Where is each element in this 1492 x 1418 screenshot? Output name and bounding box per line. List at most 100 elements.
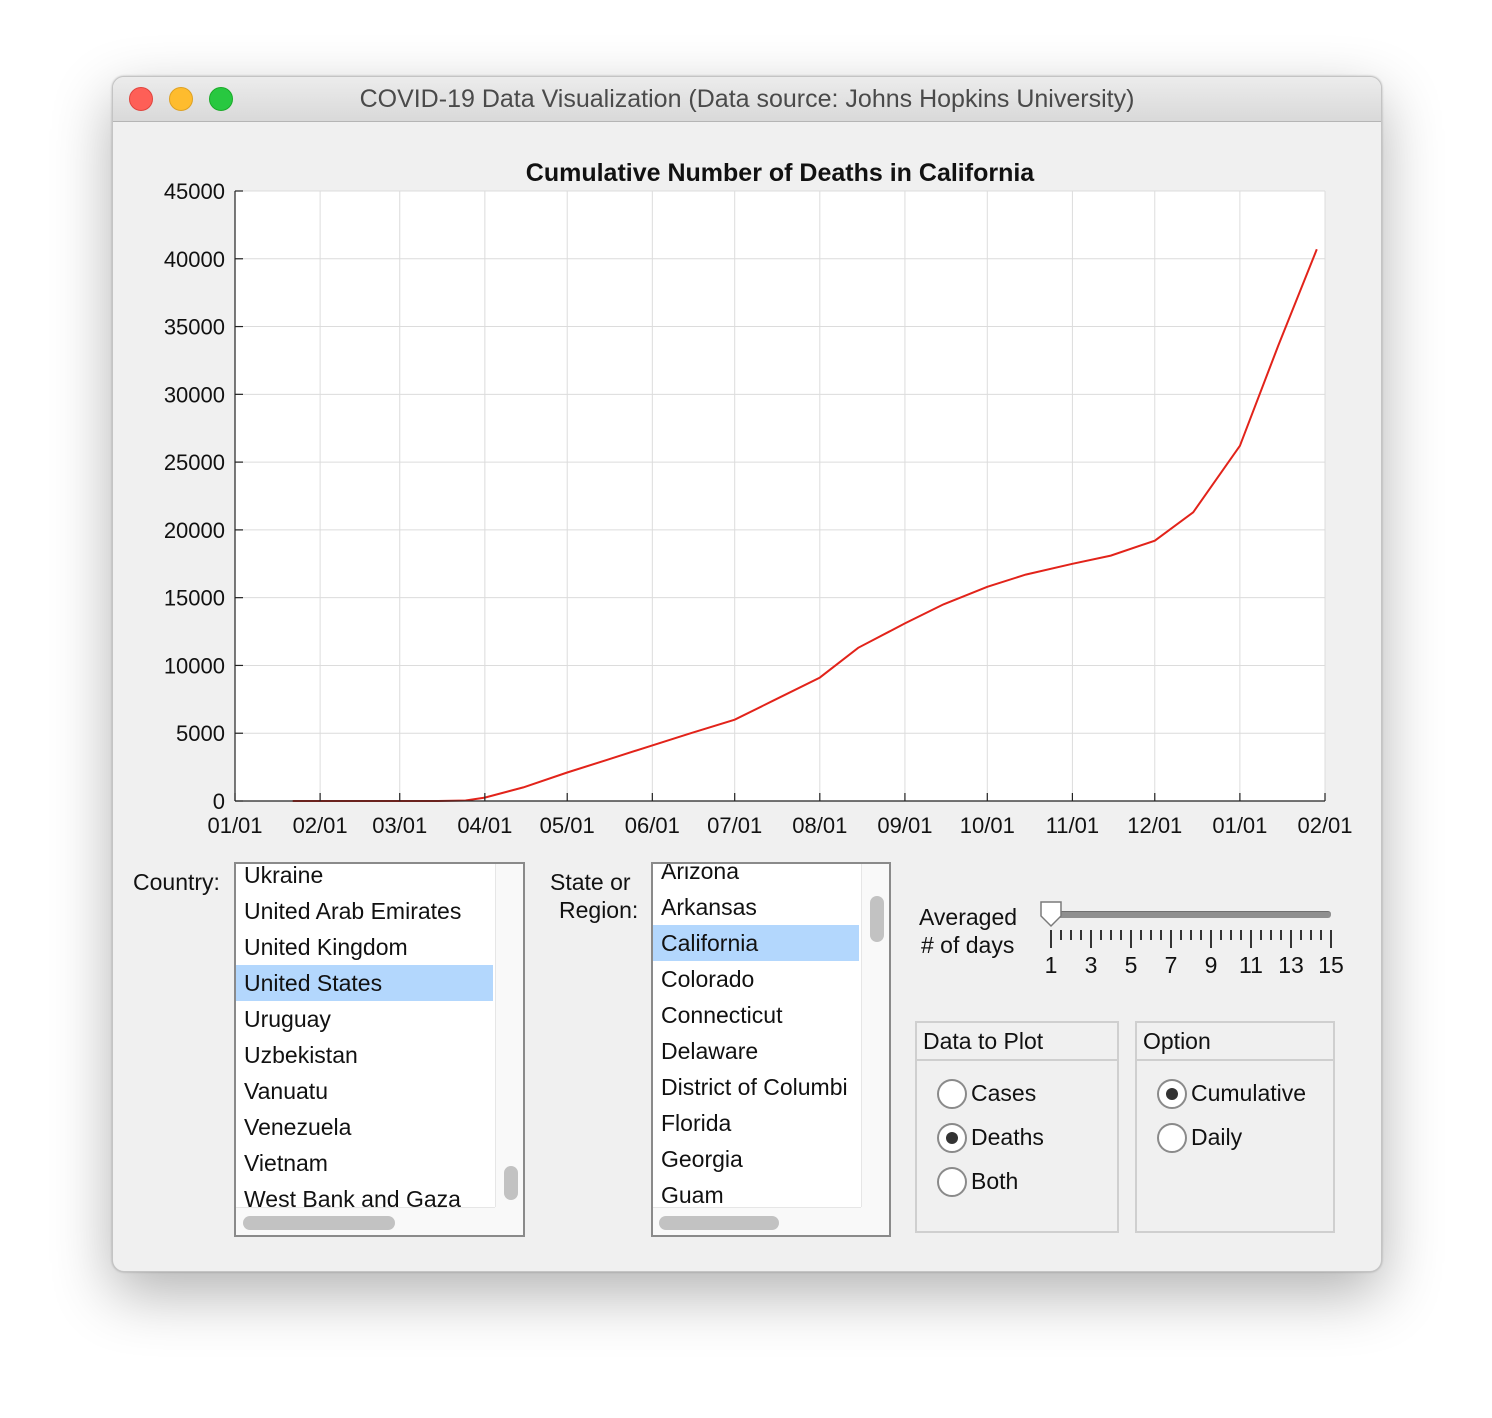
country-horizontal-scroll-thumb[interactable] xyxy=(243,1216,395,1230)
days-slider-thumb[interactable] xyxy=(1039,900,1063,928)
slider-tick xyxy=(1200,930,1202,940)
slider-tick xyxy=(1320,930,1322,940)
slider-tick xyxy=(1220,930,1222,940)
slider-tick xyxy=(1300,930,1302,940)
minimize-window-button[interactable] xyxy=(169,87,193,111)
radio-button-circle[interactable] xyxy=(1157,1079,1187,1109)
slider-tick xyxy=(1280,930,1282,940)
radio-deaths[interactable]: Deaths xyxy=(937,1123,1107,1153)
slider-tick xyxy=(1190,930,1192,940)
days-slider-track[interactable] xyxy=(1049,911,1331,918)
close-window-button[interactable] xyxy=(129,87,153,111)
radio-cases[interactable]: Cases xyxy=(937,1079,1107,1109)
radio-button-circle[interactable] xyxy=(937,1079,967,1109)
list-item[interactable]: Arkansas xyxy=(661,894,757,920)
list-item[interactable]: United Arab Emirates xyxy=(244,898,462,924)
state-vertical-scrollbar[interactable] xyxy=(861,864,889,1207)
title-bar: COVID-19 Data Visualization (Data source… xyxy=(113,77,1381,122)
slider-tick-label: 7 xyxy=(1164,952,1178,978)
state-label-line2: Region: xyxy=(559,897,639,923)
slider-tick xyxy=(1050,930,1052,948)
option-group: Option Cumulative Daily xyxy=(1135,1021,1335,1233)
slider-tick xyxy=(1250,930,1252,948)
chart-title: Cumulative Number of Deaths in Californi… xyxy=(526,159,1036,187)
list-item[interactable]: California xyxy=(653,925,859,961)
slider-tick xyxy=(1230,930,1232,940)
state-label-line1: State or xyxy=(550,869,631,895)
slider-tick xyxy=(1070,930,1072,940)
list-item[interactable]: Delaware xyxy=(661,1038,759,1064)
slider-label-line1: Averaged xyxy=(919,904,1018,930)
list-item[interactable]: Georgia xyxy=(661,1146,743,1172)
y-tick-label: 20000 xyxy=(164,518,225,543)
state-listbox[interactable]: Guam Georgia Florida District of Columbi Del… xyxy=(651,862,891,1237)
list-item[interactable]: Arizona xyxy=(661,862,739,884)
list-item[interactable]: Ukraine xyxy=(244,862,324,888)
slider-tick-label: 3 xyxy=(1084,952,1098,978)
slider-tick-label: 5 xyxy=(1124,952,1138,978)
x-tick-label: 12/01 xyxy=(1127,813,1182,838)
x-tick-label: 01/01 xyxy=(207,813,262,838)
radio-daily[interactable]: Daily xyxy=(1157,1123,1327,1153)
country-vertical-scrollbar[interactable] xyxy=(495,864,523,1207)
app-window: COVID-19 Data Visualization (Data source… xyxy=(112,76,1382,1272)
x-tick-label: 02/01 xyxy=(1297,813,1352,838)
radio-cumulative[interactable]: Cumulative xyxy=(1157,1079,1327,1109)
slider-tick xyxy=(1100,930,1102,940)
list-item[interactable]: Connecticut xyxy=(661,1002,783,1028)
x-tick-label: 03/01 xyxy=(372,813,427,838)
slider-tick xyxy=(1170,930,1172,948)
state-horizontal-scrollbar[interactable] xyxy=(653,1207,861,1235)
x-tick-label: 10/01 xyxy=(960,813,1015,838)
slider-tick-label: 9 xyxy=(1204,952,1218,978)
radio-button-circle[interactable] xyxy=(1157,1123,1187,1153)
list-item[interactable]: Guam xyxy=(661,1182,724,1208)
list-item[interactable]: Colorado xyxy=(661,966,755,992)
state-horizontal-scroll-thumb[interactable] xyxy=(659,1216,779,1230)
x-tick-label: 02/01 xyxy=(293,813,348,838)
radio-label: Cases xyxy=(971,1080,1037,1106)
slider-tick xyxy=(1140,930,1142,940)
y-tick-label: 15000 xyxy=(164,586,225,611)
state-vertical-scroll-thumb[interactable] xyxy=(870,896,884,942)
list-item[interactable]: Uruguay xyxy=(244,1006,331,1032)
slider-tick xyxy=(1160,930,1162,940)
data-to-plot-group: Data to Plot Cases Deaths Both xyxy=(915,1021,1119,1233)
y-tick-label: 30000 xyxy=(164,382,225,407)
slider-tick xyxy=(1090,930,1092,948)
x-tick-label: 11/01 xyxy=(1046,813,1099,838)
y-tick-label: 10000 xyxy=(164,653,225,678)
window-title: COVID-19 Data Visualization (Data source… xyxy=(359,85,1135,113)
slider-tick xyxy=(1310,930,1312,940)
list-item[interactable]: Florida xyxy=(661,1110,732,1136)
radio-button-circle[interactable] xyxy=(937,1167,967,1197)
list-item[interactable]: Vanuatu xyxy=(244,1078,328,1104)
list-item[interactable]: United States xyxy=(236,965,493,1001)
country-horizontal-scrollbar[interactable] xyxy=(236,1207,495,1235)
radio-label: Both xyxy=(971,1168,1019,1194)
zoom-window-button[interactable] xyxy=(209,87,233,111)
country-vertical-scroll-thumb[interactable] xyxy=(504,1166,518,1200)
list-item[interactable]: District of Columbi xyxy=(661,1074,848,1100)
radio-label: Daily xyxy=(1191,1124,1243,1150)
slider-tick-label: 1 xyxy=(1044,952,1058,978)
list-item[interactable]: United Kingdom xyxy=(244,934,408,960)
slider-tick xyxy=(1260,930,1262,940)
option-title: Option xyxy=(1137,1023,1333,1061)
y-tick-label: 25000 xyxy=(164,450,225,475)
list-item[interactable]: Venezuela xyxy=(244,1114,352,1140)
scroll-corner xyxy=(861,1207,889,1235)
list-item[interactable]: Uzbekistan xyxy=(244,1042,358,1068)
y-tick-label: 5000 xyxy=(176,721,225,746)
slider-tick xyxy=(1060,930,1062,940)
slider-tick xyxy=(1080,930,1082,940)
deaths-chart: 0 5000 10000 15000 20000 25000 30000 35000 40000… xyxy=(164,159,1353,838)
radio-both[interactable]: Both xyxy=(937,1167,1107,1197)
slider-tick-label: 15 xyxy=(1318,952,1344,978)
slider-label-line2: # of days xyxy=(921,932,1015,958)
country-listbox[interactable]: West Bank and Gaza Vietnam Venezuela Vanuat… xyxy=(234,862,525,1237)
y-tick-label: 0 xyxy=(213,789,225,814)
slider-tick xyxy=(1120,930,1122,940)
list-item[interactable]: Vietnam xyxy=(244,1150,328,1176)
radio-button-circle[interactable] xyxy=(937,1123,967,1153)
